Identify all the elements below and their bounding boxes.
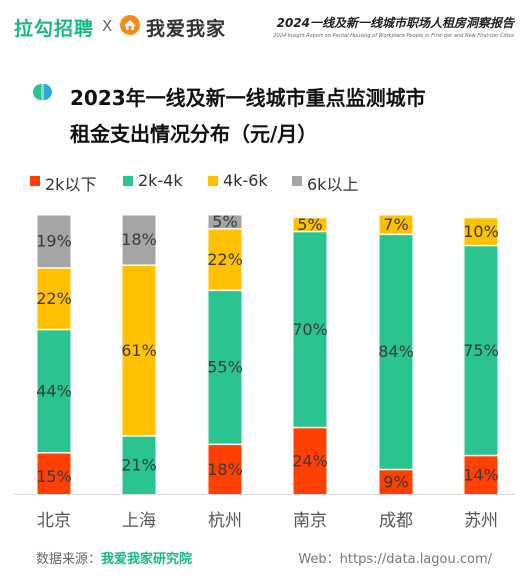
data-label: 18% xyxy=(207,460,243,479)
data-label: 75% xyxy=(463,341,499,360)
bar-segment xyxy=(37,330,71,452)
bar-segment xyxy=(122,436,156,494)
data-source-label: 数据来源： xyxy=(36,552,102,567)
legend-swatch-green xyxy=(123,176,133,186)
legend-label: 2k-4k xyxy=(138,171,183,190)
bar-segment xyxy=(37,453,71,494)
data-source: 数据来源：我爱我家研究院 xyxy=(36,548,192,567)
bar-segment xyxy=(293,218,327,231)
bar-segment xyxy=(208,445,242,494)
bar-segment xyxy=(464,456,498,494)
data-label: 21% xyxy=(121,456,157,475)
bar-segment xyxy=(379,215,413,234)
bar-segment xyxy=(37,268,71,329)
chart-title-line-2: 租金支出情况分布（元/月） xyxy=(70,122,318,146)
data-label: 24% xyxy=(292,451,328,470)
bar-segment xyxy=(37,215,71,268)
brand-separator: X xyxy=(102,17,113,35)
data-label: 9% xyxy=(383,472,408,491)
stacked-bar-chart: 15%44%22%19%北京0%21%61%18%上海18%55%22%5%杭州… xyxy=(14,212,515,531)
category-label: 南京 xyxy=(293,511,327,531)
legend-swatch-gray xyxy=(292,176,302,186)
data-label: 70% xyxy=(292,320,328,339)
data-label: 7% xyxy=(383,215,408,234)
bar-segment xyxy=(122,215,156,265)
report-header: 拉勾招聘 X 我爱我家 2024一线及新一线城市职场人租房洞察报告 2024 I… xyxy=(0,0,526,58)
website-url: Web：https://data.lagou.com/ xyxy=(298,552,492,567)
lagou-brand-logo: 拉勾招聘 xyxy=(14,18,95,40)
category-label: 上海 xyxy=(122,511,156,531)
data-label: 55% xyxy=(207,358,243,377)
5i5j-brand-logo: 我爱我家 xyxy=(146,18,227,40)
data-label: 19% xyxy=(36,232,72,251)
bar-segment xyxy=(208,215,242,228)
bar-segment xyxy=(293,428,327,494)
data-label: 14% xyxy=(463,465,499,484)
legend-swatch-yellow xyxy=(208,176,218,186)
bar-segment xyxy=(293,232,327,427)
data-label: 18% xyxy=(121,230,157,249)
bar-segment xyxy=(122,265,156,436)
bar-segment xyxy=(379,470,413,494)
house-logo-icon xyxy=(120,15,140,35)
bar-segment xyxy=(208,229,242,290)
data-label: 22% xyxy=(36,289,72,308)
category-label: 成都 xyxy=(379,511,413,531)
data-label: 61% xyxy=(121,341,157,360)
bar-segment xyxy=(379,235,413,469)
data-label: 84% xyxy=(378,342,414,361)
legend-label: 2k以下 xyxy=(45,175,97,194)
bar-segment xyxy=(464,246,498,455)
data-label: 22% xyxy=(207,250,243,269)
legend-swatch-red xyxy=(30,176,40,186)
bar-segment xyxy=(208,291,242,444)
data-label: 5% xyxy=(212,212,237,231)
data-label: 15% xyxy=(36,467,72,486)
data-label: 44% xyxy=(36,381,72,400)
category-label: 杭州 xyxy=(208,511,242,531)
category-label: 苏州 xyxy=(464,511,498,531)
category-label: 北京 xyxy=(37,511,71,531)
report-title: 2024一线及新一线城市职场人租房洞察报告 xyxy=(276,16,514,30)
title-decoration-icon xyxy=(33,84,52,100)
bar-segment xyxy=(464,218,498,245)
data-label: 10% xyxy=(463,222,499,241)
report-subtitle: 2024 Insight Report on Rental Housing of… xyxy=(273,33,514,39)
legend-label: 4k-6k xyxy=(223,171,268,190)
data-label: 5% xyxy=(297,215,322,234)
data-source-name: 我爱我家研究院 xyxy=(101,552,193,567)
legend-label: 6k以上 xyxy=(307,175,359,194)
chart-title-line-1: 2023年一线及新一线城市重点监测城市 xyxy=(70,86,426,110)
